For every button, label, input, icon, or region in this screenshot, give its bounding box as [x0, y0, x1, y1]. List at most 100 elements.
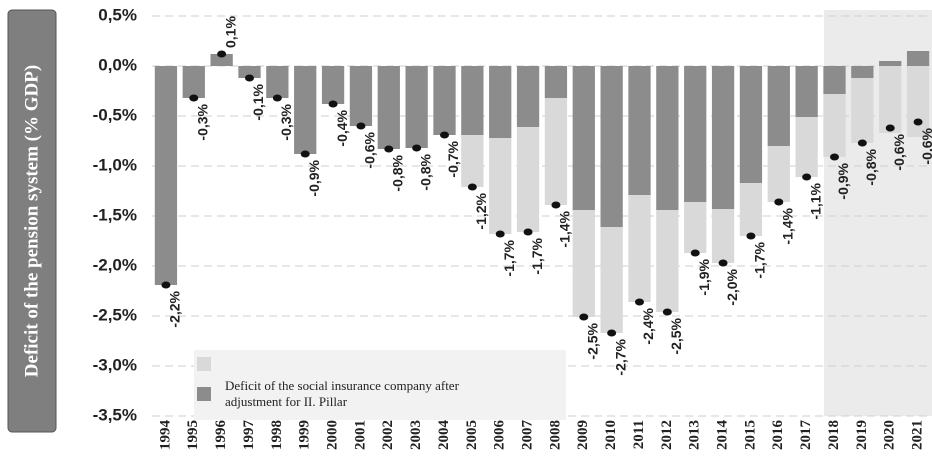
bar-segment — [154, 66, 178, 285]
x-tick-label: 2021 — [910, 420, 926, 450]
x-tick-label: 2017 — [798, 420, 814, 451]
value-label: -0,6% — [362, 131, 378, 168]
bar-segment — [600, 227, 623, 333]
bar-segment — [544, 98, 568, 205]
bar-segment — [823, 94, 846, 157]
x-tick-label: 2005 — [464, 420, 480, 450]
bar-segment — [516, 127, 540, 232]
total-dot — [440, 131, 449, 139]
x-tick-label: 1994 — [157, 420, 173, 451]
bar-segment — [294, 66, 317, 154]
value-label: -1,4% — [557, 210, 573, 247]
x-tick-label: 2012 — [659, 420, 675, 450]
total-dot — [635, 298, 644, 306]
value-label: -1,9% — [696, 258, 712, 295]
value-label: -1,4% — [779, 207, 795, 244]
bar-segment — [823, 66, 846, 94]
bar-segment — [656, 210, 679, 312]
value-label: -0,3% — [194, 103, 210, 140]
total-dot — [495, 230, 505, 238]
value-label: -0,6% — [919, 127, 932, 164]
bar-segment — [851, 78, 874, 143]
value-label: -0,9% — [835, 162, 851, 199]
legend-swatch — [197, 357, 211, 371]
bar-segment — [516, 66, 540, 127]
bar-segment — [767, 146, 790, 202]
x-tick-label: 2016 — [770, 420, 786, 451]
total-dot — [913, 118, 923, 126]
bar-segment — [572, 210, 595, 317]
bar-segment — [489, 66, 512, 138]
x-tick-label: 2002 — [380, 420, 396, 450]
value-label: -0,7% — [445, 140, 461, 177]
bar-segment — [906, 51, 930, 66]
x-tick-label: 2019 — [854, 420, 870, 450]
bar-segment — [572, 66, 595, 210]
value-label: -0,4% — [334, 109, 350, 146]
x-tick-label: 2015 — [742, 420, 758, 450]
x-tick-label: 1999 — [297, 420, 313, 450]
value-label: -2,0% — [724, 268, 740, 305]
y-axis-label: Deficit of the pension system (% GDP) — [21, 65, 42, 377]
value-label: -2,5% — [584, 322, 600, 359]
bar-segment — [405, 66, 428, 148]
x-tick-label: 2004 — [436, 420, 452, 451]
total-dot — [272, 94, 282, 102]
total-dot — [356, 122, 366, 130]
bar-segment — [851, 66, 874, 78]
x-tick-label: 2013 — [687, 420, 703, 450]
x-tick-label: 1997 — [241, 420, 257, 451]
bar-segment — [461, 66, 484, 135]
bar-segment — [767, 66, 790, 146]
total-dot — [523, 228, 533, 236]
total-dot — [551, 201, 561, 209]
x-tick-label: 2011 — [631, 420, 647, 449]
x-tick-label: 2020 — [882, 420, 898, 450]
x-tick-label: 2009 — [575, 420, 591, 450]
value-label: 0,1% — [222, 16, 238, 48]
total-dot — [217, 50, 227, 58]
bar-segment — [906, 66, 930, 137]
y-tick-label: 0,5% — [98, 5, 137, 24]
bar-segment — [321, 66, 345, 104]
value-label: -1,7% — [752, 241, 768, 278]
x-tick-label: 1996 — [213, 420, 229, 451]
bar-segment — [349, 66, 373, 126]
x-tick-label: 2003 — [408, 420, 424, 450]
x-tick-label: 1998 — [269, 420, 285, 450]
bar-segment — [711, 66, 735, 209]
x-tick-label: 2014 — [715, 420, 731, 451]
bar-segment — [600, 66, 623, 227]
total-dot — [662, 308, 672, 316]
total-dot — [300, 150, 310, 158]
value-label: -1,7% — [501, 239, 517, 276]
total-dot — [746, 232, 756, 240]
value-label: -0,8% — [863, 148, 879, 185]
legend — [194, 350, 566, 420]
bar-segment — [377, 66, 400, 149]
y-tick-label: -2,5% — [93, 305, 137, 324]
y-tick-label: -3,0% — [93, 355, 137, 374]
total-dot — [467, 183, 477, 191]
y-tick-label: -1,0% — [93, 155, 137, 174]
total-dot — [718, 259, 728, 267]
value-label: -2,2% — [167, 290, 183, 327]
x-tick-label: 2006 — [492, 420, 508, 451]
total-dot — [690, 249, 700, 257]
x-tick-label: 2018 — [826, 420, 842, 450]
x-tick-label: 1995 — [185, 420, 201, 450]
value-label: -0,9% — [306, 159, 322, 196]
value-label: -1,2% — [473, 192, 489, 229]
y-tick-label: -0,5% — [93, 105, 137, 124]
total-dot — [579, 313, 589, 321]
total-dot — [412, 144, 422, 152]
total-dot — [830, 153, 839, 161]
y-tick-label: -2,0% — [93, 255, 137, 274]
bar-segment — [879, 61, 902, 66]
bar-segment — [739, 66, 763, 183]
value-label: -0,8% — [417, 153, 433, 190]
legend-swatch — [197, 387, 211, 401]
x-tick-label: 2008 — [547, 420, 563, 450]
y-tick-label: -3,5% — [93, 405, 137, 424]
